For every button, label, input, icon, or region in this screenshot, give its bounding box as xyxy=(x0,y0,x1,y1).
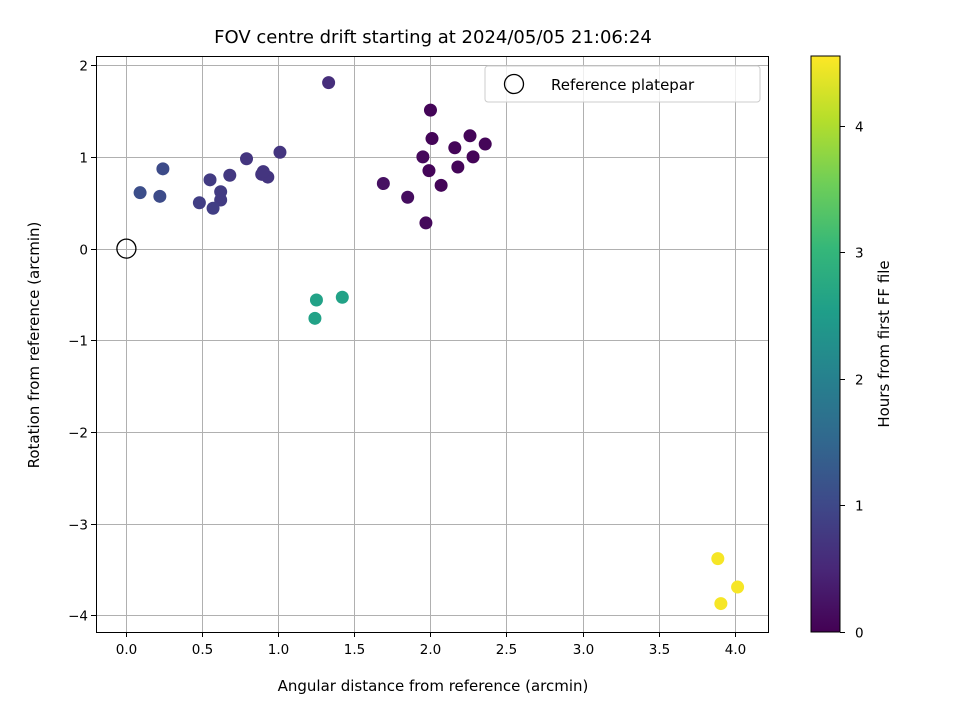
grid xyxy=(96,56,768,632)
x-axis-ticks: 0.0 0.5 1.0 1.5 2.0 2.5 3.0 3.5 4.0 xyxy=(116,632,746,658)
scatter-point xyxy=(206,201,220,215)
scatter-point xyxy=(711,552,725,566)
scatter-point xyxy=(425,132,439,146)
y-tick-label: −3 xyxy=(68,518,88,534)
x-tick-label: 2.5 xyxy=(496,642,517,658)
legend-marker xyxy=(503,73,525,95)
scatter-point xyxy=(463,129,477,143)
scatter-point xyxy=(434,178,448,192)
colorbar-label: Hours from first FF file xyxy=(875,260,893,427)
colorbar-tick-label: 2 xyxy=(855,373,864,389)
y-axis-label: Rotation from reference (arcmin) xyxy=(25,222,43,469)
x-tick-label: 3.5 xyxy=(649,642,670,658)
x-tick-label: 0.0 xyxy=(116,642,137,658)
y-tick-label: 0 xyxy=(79,243,88,259)
scatter-point xyxy=(714,597,728,611)
scatter-point xyxy=(376,176,390,190)
y-tick-label: 1 xyxy=(79,151,88,167)
scatter-point xyxy=(448,141,462,155)
x-tick-label: 4.0 xyxy=(725,642,746,658)
chart-title: FOV centre drift starting at 2024/05/05 … xyxy=(214,27,652,48)
scatter-point xyxy=(335,290,349,304)
colorbar-gradient xyxy=(810,55,841,633)
y-axis-ticks: −4 −3 −2 −1 0 1 2 xyxy=(68,59,96,625)
scatter-point xyxy=(478,137,492,151)
x-tick-label: 3.0 xyxy=(573,642,594,658)
scatter-point xyxy=(419,216,433,230)
scatter-point xyxy=(133,186,147,200)
scatter-point xyxy=(422,164,436,178)
x-tick-label: 1.5 xyxy=(344,642,365,658)
reference-point xyxy=(116,238,137,259)
scatter-point xyxy=(416,150,430,164)
scatter-point xyxy=(256,165,270,179)
scatter-points xyxy=(133,76,745,611)
colorbar-tick-label: 3 xyxy=(855,246,864,262)
x-tick-label: 0.5 xyxy=(192,642,213,658)
y-tick-label: −1 xyxy=(68,334,88,350)
scatter-point xyxy=(423,103,437,117)
scatter-point xyxy=(156,162,170,176)
scatter-point xyxy=(192,196,206,210)
scatter-point xyxy=(214,193,228,207)
y-tick-label: 2 xyxy=(79,59,88,75)
scatter-point xyxy=(731,580,745,594)
scatter-point xyxy=(451,160,465,174)
reference-layer xyxy=(116,238,137,259)
scatter-point xyxy=(322,76,336,90)
colorbar-tick-label: 0 xyxy=(855,626,864,642)
x-axis-label: Angular distance from reference (arcmin) xyxy=(278,677,589,695)
legend-label: Reference platepar xyxy=(551,76,695,94)
scatter-point xyxy=(273,145,287,159)
colorbar-tick-label: 4 xyxy=(855,120,864,136)
y-tick-label: −2 xyxy=(68,426,88,442)
plot-frame xyxy=(96,56,769,633)
scatter-point xyxy=(401,190,415,204)
scatter-point xyxy=(203,173,217,187)
x-tick-label: 2.0 xyxy=(420,642,441,658)
scatter-point xyxy=(466,150,480,164)
legend: Reference platepar xyxy=(484,65,761,103)
scatter-point xyxy=(223,168,237,182)
scatter-point xyxy=(153,189,167,203)
colorbar-tick-label: 1 xyxy=(855,499,864,515)
scatter-point xyxy=(240,152,254,166)
legend-box xyxy=(484,65,761,103)
colorbar-ticks: 0 1 2 3 4 xyxy=(840,120,864,642)
colorbar: 0 1 2 3 4 Hours from first FF file xyxy=(810,55,893,642)
y-tick-label: −4 xyxy=(68,609,88,625)
scatter-point xyxy=(308,311,322,325)
x-tick-label: 1.0 xyxy=(268,642,289,658)
scatter-point xyxy=(309,293,323,307)
